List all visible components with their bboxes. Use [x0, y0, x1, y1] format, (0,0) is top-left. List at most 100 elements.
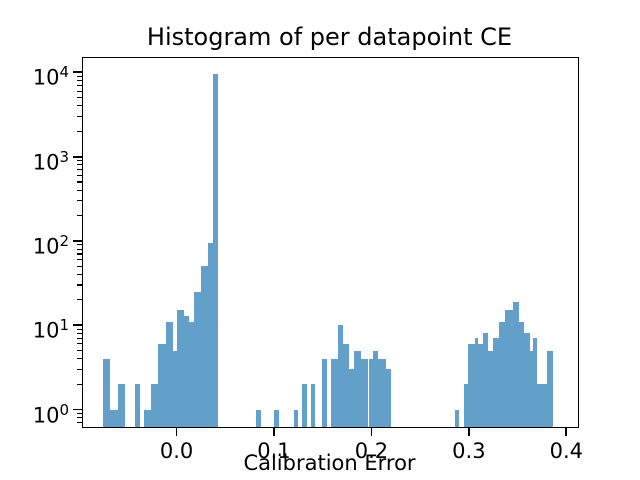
y-tick-label: 100 [32, 400, 69, 428]
y-minor-tick [76, 130, 82, 132]
y-tick-label: 102 [32, 231, 69, 259]
histogram-bar [478, 343, 483, 427]
y-minor-tick [76, 189, 82, 191]
y-minor-tick [76, 215, 82, 217]
y-minor-tick [76, 90, 82, 92]
histogram-bar [189, 321, 195, 427]
y-minor-tick [76, 75, 82, 77]
y-minor-tick [76, 273, 82, 275]
x-tick [273, 427, 275, 436]
histogram-bar [208, 242, 213, 427]
histogram-bar [492, 338, 500, 427]
x-axis-label: Calibration Error [243, 451, 416, 475]
histogram-bar [256, 409, 261, 427]
x-tick-label: 0.3 [452, 439, 486, 463]
histogram-bar [337, 325, 343, 427]
y-tick [72, 155, 82, 158]
x-tick-label: 0.0 [159, 439, 194, 463]
histogram-bar [201, 266, 209, 427]
histogram-bar [537, 384, 548, 427]
histogram-bar [194, 291, 202, 427]
y-tick-label: 104 [32, 63, 69, 90]
y-tick-label: 101 [32, 316, 69, 343]
x-tick [175, 427, 178, 436]
histogram-bar [386, 369, 391, 427]
histogram-bar [547, 350, 554, 427]
y-minor-tick [76, 159, 82, 162]
histogram-bar [302, 384, 307, 427]
histogram-bar [518, 321, 525, 427]
histogram-bar [165, 321, 173, 427]
x-tick [467, 427, 470, 436]
histogram-bar [368, 358, 374, 427]
y-tick [72, 408, 82, 411]
y-minor-tick [76, 422, 82, 424]
histogram-bar [212, 74, 218, 427]
x-tick [370, 427, 373, 436]
bars-layer [83, 58, 578, 427]
y-minor-tick [76, 358, 82, 360]
histogram-bar [135, 384, 140, 427]
chart-title: Histogram of per datapoint CE [146, 23, 513, 51]
x-tick-label: 0.4 [549, 439, 583, 463]
y-minor-tick [76, 259, 82, 261]
histogram-bar [361, 358, 369, 427]
histogram-bar [184, 315, 190, 427]
histogram-bar [331, 358, 338, 427]
y-minor-tick [76, 284, 82, 286]
histogram-bar [353, 350, 362, 427]
histogram-bar [468, 343, 476, 427]
y-tick [72, 240, 82, 242]
histogram-bar [172, 350, 178, 427]
histogram-bar [377, 358, 387, 427]
histogram-bar [463, 384, 469, 427]
y-minor-tick [76, 299, 82, 301]
histogram-bar [487, 350, 493, 427]
y-minor-tick [76, 105, 82, 107]
histogram-bar [274, 409, 279, 427]
histogram-bar [529, 350, 533, 427]
y-tick [72, 324, 82, 327]
y-minor-tick [76, 368, 82, 370]
y-minor-tick [76, 244, 82, 246]
y-minor-tick [76, 115, 82, 117]
histogram-bar [177, 310, 185, 427]
histogram-bar [151, 384, 159, 427]
y-minor-tick [76, 164, 82, 166]
histogram-bar [512, 301, 519, 427]
histogram-bar [454, 409, 459, 427]
y-minor-tick [76, 248, 82, 250]
histogram-bar [342, 343, 350, 427]
y-minor-tick [76, 169, 82, 171]
y-tick-label: 103 [32, 147, 69, 175]
histogram-bar [505, 310, 513, 427]
y-minor-tick [76, 97, 82, 99]
y-minor-tick [76, 328, 82, 330]
histogram-bar [499, 321, 506, 427]
histogram-bar [110, 409, 118, 427]
histogram-bar [373, 350, 378, 427]
x-tick-label: 0.1 [257, 439, 291, 463]
y-minor-tick [76, 383, 82, 385]
y-minor-tick [76, 84, 82, 86]
histogram-bar [475, 338, 479, 427]
histogram-bar [532, 338, 538, 427]
y-minor-tick [76, 174, 82, 176]
x-tick-label: 0.2 [354, 439, 389, 463]
y-minor-tick [76, 343, 82, 345]
histogram-bar [524, 333, 530, 427]
histogram-bar [311, 384, 316, 427]
histogram-bar [144, 409, 151, 427]
y-minor-tick [76, 79, 82, 82]
y-minor-tick [76, 412, 82, 414]
y-minor-tick [76, 253, 82, 255]
histogram-bar [158, 343, 166, 427]
histogram-bar [322, 358, 327, 427]
y-tick [72, 71, 82, 74]
histogram-bar [117, 384, 126, 427]
y-minor-tick [76, 417, 82, 419]
y-minor-tick [76, 350, 82, 352]
x-tick [565, 427, 568, 436]
histogram-bar [293, 409, 299, 427]
